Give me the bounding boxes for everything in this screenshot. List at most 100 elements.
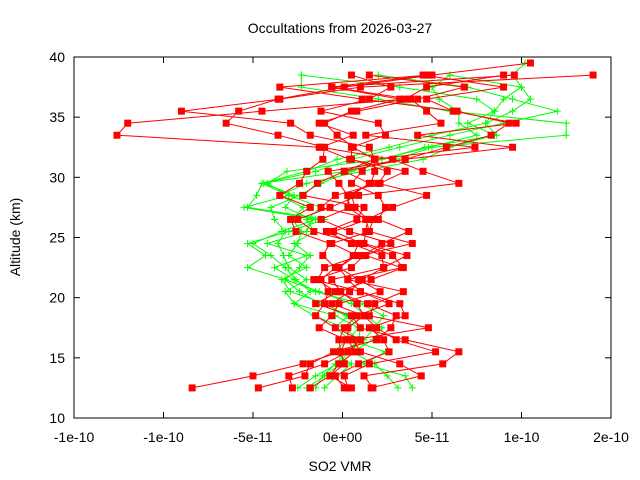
data-point	[340, 372, 348, 380]
data-point	[294, 215, 302, 223]
data-point	[381, 203, 389, 211]
data-point	[347, 264, 355, 272]
data-point	[344, 384, 352, 392]
data-point	[378, 240, 386, 248]
data-point	[306, 360, 314, 368]
data-point	[344, 191, 352, 199]
data-point	[356, 288, 364, 296]
data-point	[428, 131, 436, 139]
data-point	[299, 360, 307, 368]
data-point	[353, 252, 361, 260]
data-point	[373, 324, 381, 332]
data-point	[380, 312, 388, 320]
data-point	[376, 288, 384, 296]
occultation-red-3	[113, 71, 508, 392]
data-point	[487, 131, 495, 139]
data-point	[365, 324, 373, 332]
data-point	[423, 95, 431, 103]
data-point	[240, 203, 248, 211]
data-point	[306, 288, 314, 296]
data-point	[385, 300, 393, 308]
data-point	[315, 324, 323, 332]
y-tick-label: 35	[49, 109, 65, 125]
data-point	[331, 264, 339, 272]
data-point	[346, 288, 354, 296]
data-point	[331, 288, 339, 296]
data-point	[505, 119, 513, 127]
data-point	[306, 252, 314, 260]
data-point	[312, 167, 320, 175]
data-point	[297, 83, 305, 91]
data-point	[432, 348, 440, 356]
data-point	[398, 264, 406, 272]
data-point	[473, 95, 481, 103]
data-point	[428, 71, 436, 79]
data-point	[310, 276, 318, 284]
data-point	[306, 131, 314, 139]
data-point	[285, 372, 293, 380]
data-point	[353, 215, 361, 223]
data-point	[113, 131, 121, 139]
data-point	[344, 203, 352, 211]
data-point	[347, 312, 355, 320]
data-point	[358, 276, 366, 284]
data-point	[387, 83, 395, 91]
data-point	[303, 215, 311, 223]
data-point	[356, 324, 364, 332]
data-point	[589, 71, 597, 79]
data-point	[188, 384, 196, 392]
x-tick-label: -5e-11	[233, 429, 273, 445]
data-point	[362, 131, 370, 139]
data-point	[335, 179, 343, 187]
data-point	[321, 143, 329, 151]
data-point	[322, 227, 330, 235]
data-point	[394, 384, 402, 392]
data-point	[512, 119, 520, 127]
y-tick-label: 20	[49, 290, 65, 306]
x-axis-label: SO2 VMR	[308, 458, 371, 474]
data-point	[244, 264, 252, 272]
data-point	[258, 107, 266, 115]
data-point	[365, 227, 373, 235]
data-point	[340, 324, 348, 332]
y-axis-label: Altitude (km)	[7, 198, 23, 277]
data-point	[346, 227, 354, 235]
data-point	[249, 240, 257, 248]
data-point	[274, 131, 282, 139]
data-point	[419, 71, 427, 79]
data-point	[371, 167, 379, 175]
data-point	[253, 191, 261, 199]
x-tick-label: 0e+00	[323, 429, 363, 445]
data-point	[360, 312, 368, 320]
data-point	[389, 203, 397, 211]
data-point	[401, 372, 409, 380]
data-point	[396, 95, 404, 103]
data-point	[330, 348, 338, 356]
data-point	[423, 107, 431, 115]
data-point	[355, 240, 363, 248]
data-point	[270, 215, 278, 223]
occultation-green-5	[240, 71, 500, 392]
data-point	[335, 264, 343, 272]
data-point	[340, 83, 348, 91]
data-point	[340, 360, 348, 368]
data-point	[303, 276, 311, 284]
data-point	[270, 264, 278, 272]
series-line	[246, 62, 532, 389]
data-point	[374, 71, 382, 79]
data-point	[526, 59, 534, 67]
data-point	[347, 155, 355, 163]
data-point	[351, 203, 359, 211]
data-point	[449, 107, 457, 115]
data-point	[360, 203, 368, 211]
data-point	[365, 143, 373, 151]
data-point	[455, 119, 463, 127]
y-tick-label: 25	[49, 230, 65, 246]
data-point	[274, 240, 282, 248]
data-point	[287, 119, 295, 127]
series-layer	[113, 59, 597, 392]
data-point	[526, 95, 534, 103]
data-point	[292, 276, 300, 284]
data-point	[287, 215, 295, 223]
